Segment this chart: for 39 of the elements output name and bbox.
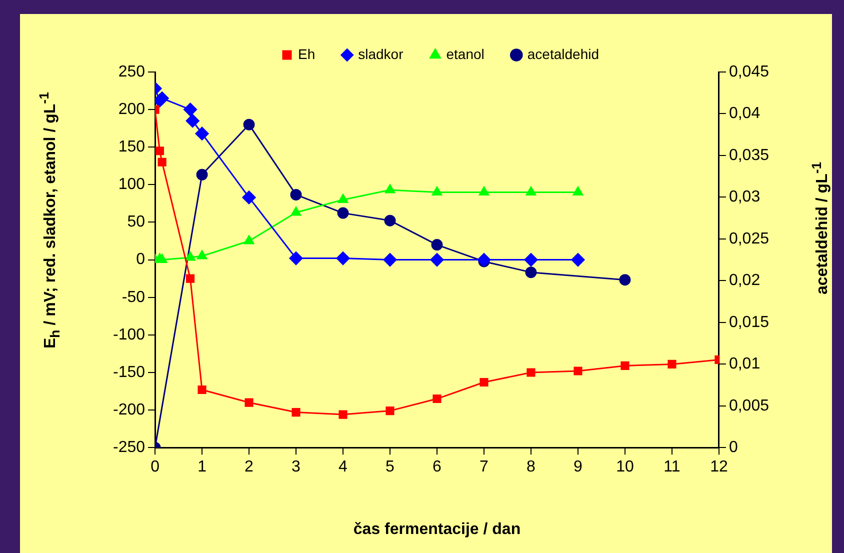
- x-tick-label: 11: [664, 458, 680, 476]
- y-tick-label: 100: [118, 176, 146, 194]
- y-tick-label: -100: [112, 326, 146, 344]
- x-tick-label: 9: [574, 458, 583, 476]
- y-tick-label: 150: [118, 138, 146, 156]
- x-tick-label: 12: [710, 458, 728, 476]
- x-tick-label: 6: [432, 458, 442, 476]
- x-tick-label: 1: [198, 458, 207, 476]
- y-tick-label: -50: [122, 288, 146, 306]
- y-tick-label: 0: [136, 251, 146, 268]
- x-tick-label: 3: [292, 458, 301, 476]
- y2-tick-label: 0,045: [728, 63, 770, 80]
- y-tick-label: 250: [118, 63, 146, 80]
- legend-label: acetaldehid: [527, 46, 600, 62]
- y2-tick-label: 0: [728, 439, 738, 456]
- y2-tick-label: 0,04: [728, 105, 760, 122]
- y-tick-label: -250: [112, 439, 146, 456]
- x-tick-label: 4: [338, 458, 348, 476]
- y2-tick-label: 0,005: [728, 397, 770, 414]
- x-tick-label: 7: [480, 458, 489, 476]
- y-tick-label: 200: [118, 100, 146, 118]
- legend-label: sladkor: [358, 46, 404, 62]
- y2-tick-label: 0,01: [728, 356, 760, 373]
- y2-tick-label: 0,035: [728, 146, 770, 164]
- x-tick-label: 0: [150, 458, 160, 476]
- y-tick-label: -150: [112, 364, 146, 381]
- x-axis-title: čas fermentacije / dan: [353, 520, 521, 538]
- y2-tick-label: 0,025: [728, 230, 770, 248]
- x-tick-label: 5: [386, 458, 395, 476]
- y2-tick-label: 0,03: [728, 188, 760, 206]
- y2-tick-label: 0,02: [728, 272, 760, 290]
- legend-label: Eh: [298, 46, 316, 62]
- x-tick-label: 8: [526, 458, 536, 476]
- y2-tick-label: 0,015: [728, 314, 770, 331]
- x-tick-label: 2: [244, 458, 254, 476]
- legend-label: etanol: [446, 46, 484, 62]
- y-tick-label: 50: [127, 214, 146, 231]
- y-tick-label: -200: [112, 401, 146, 418]
- x-tick-label: 10: [616, 458, 634, 476]
